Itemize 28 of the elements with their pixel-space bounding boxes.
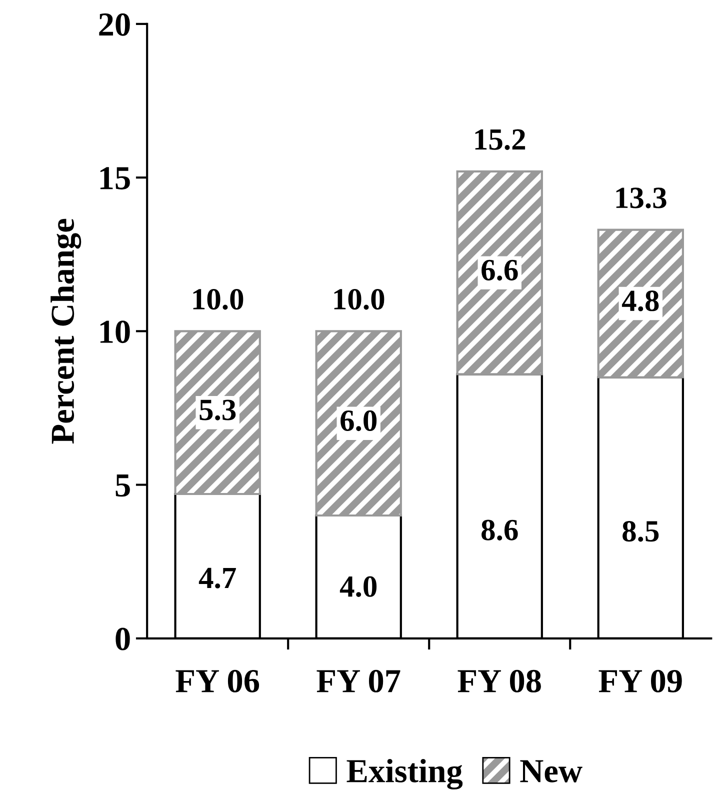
bar xyxy=(174,330,261,496)
legend-label: Existing xyxy=(346,758,463,790)
data-label: 8.6 xyxy=(482,520,518,540)
y-tick-label: 5 xyxy=(116,474,130,497)
data-label: 6.0 xyxy=(340,410,377,432)
y-tick-label: 10 xyxy=(100,320,130,344)
x-tick-label: FY 07 xyxy=(316,670,400,692)
data-label: 4.0 xyxy=(340,576,377,598)
x-tick-label: FY 08 xyxy=(458,670,541,692)
legend-label: New xyxy=(520,760,582,782)
bar xyxy=(315,330,402,517)
data-label: 4.7 xyxy=(198,568,236,588)
y-tick-label: 0 xyxy=(116,628,130,650)
bar xyxy=(597,228,684,378)
data-label: 6.6 xyxy=(482,260,518,281)
data-label: 4.8 xyxy=(622,290,659,312)
x-tick-label: FY 09 xyxy=(598,670,682,692)
bar xyxy=(456,170,543,376)
data-label: 8.5 xyxy=(622,520,659,542)
y-tick-label: 15 xyxy=(100,167,130,190)
y-tick-label: 20 xyxy=(99,13,130,36)
data-label: 5.3 xyxy=(200,400,236,420)
total-label: 10.0 xyxy=(193,288,244,310)
x-tick-label: FY 06 xyxy=(176,670,260,692)
total-label: 10.0 xyxy=(334,288,384,310)
total-label: 13.3 xyxy=(616,188,666,208)
y-axis-title: Percent Change xyxy=(50,218,82,444)
total-label: 15.2 xyxy=(475,129,526,150)
